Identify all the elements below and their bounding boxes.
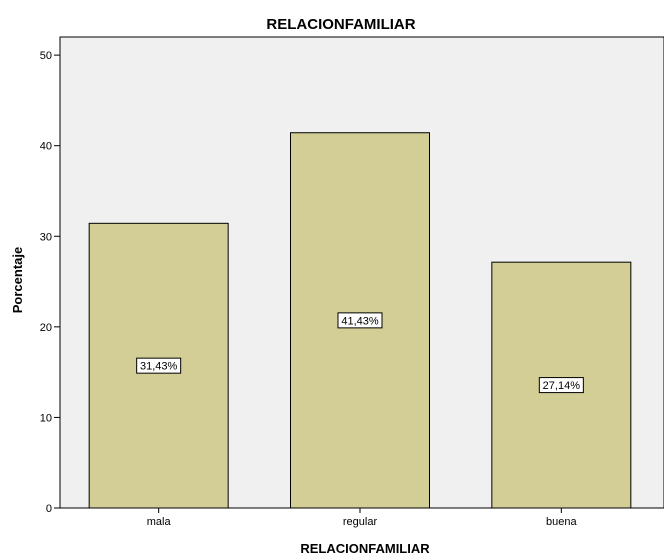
data-label-box <box>538 377 584 394</box>
y-tick-label: 10 <box>40 412 52 424</box>
y-tick-label: 50 <box>40 50 52 62</box>
y-tick-label: 40 <box>40 141 52 153</box>
y-tick-label: 0 <box>46 503 52 515</box>
data-label-box <box>337 312 383 329</box>
x-axis: mala regular buena <box>147 508 578 528</box>
data-labels-layer: 31,43% 41,43% 27,14% <box>136 312 584 394</box>
y-tick-label: 30 <box>40 231 52 243</box>
data-label-box <box>136 357 182 374</box>
data-label-mala: 31,43% <box>140 361 178 373</box>
y-axis-title: Porcentaje <box>10 247 25 313</box>
chart-title: RELACIONFAMILIAR <box>266 16 415 33</box>
x-tick-label-buena: buena <box>546 516 577 528</box>
x-tick-label-regular: regular <box>343 516 378 528</box>
data-label-regular: 41,43% <box>341 315 379 327</box>
data-label-buena: 27,14% <box>543 380 581 392</box>
x-tick-label-mala: mala <box>147 516 172 528</box>
y-axis: 0 10 20 30 40 50 <box>40 50 60 515</box>
x-axis-title: RELACIONFAMILIAR <box>300 541 430 556</box>
y-tick-label: 20 <box>40 322 52 334</box>
